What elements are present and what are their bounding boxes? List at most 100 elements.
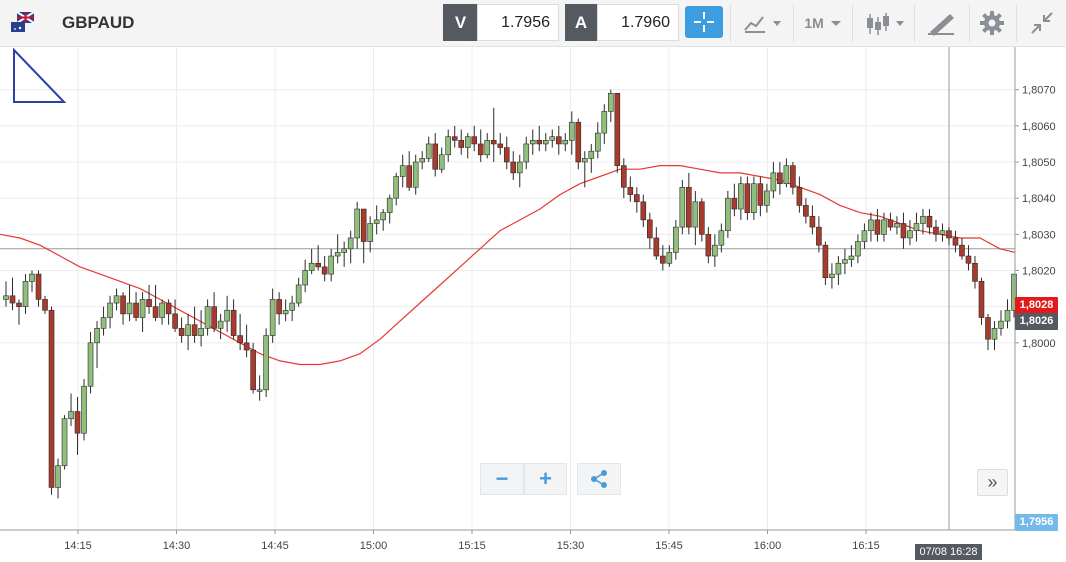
- candle-body: [289, 302, 295, 311]
- settings-button[interactable]: [972, 4, 1012, 42]
- candle-body: [842, 259, 848, 264]
- x-tick-label: 15:15: [458, 540, 486, 552]
- candle: [191, 306, 198, 343]
- triangle-drawing-tool-icon[interactable]: [13, 47, 67, 103]
- candle: [881, 212, 887, 242]
- candle-body: [178, 328, 185, 336]
- candle: [94, 321, 100, 369]
- candle-body: [686, 187, 692, 228]
- candle: [829, 263, 835, 289]
- candle: [998, 310, 1004, 336]
- candle-body: [217, 320, 224, 329]
- candle: [861, 223, 868, 249]
- x-tick-label: 16:15: [852, 540, 880, 552]
- candle: [536, 125, 543, 152]
- candle: [712, 234, 718, 267]
- candle-body: [16, 302, 22, 307]
- candle: [848, 245, 855, 267]
- candle: [621, 158, 627, 199]
- candle: [146, 284, 152, 314]
- candle-body: [1004, 309, 1011, 322]
- candle: [731, 183, 738, 217]
- candle-body: [295, 284, 302, 304]
- scroll-to-latest-button[interactable]: »: [977, 469, 1008, 496]
- candle: [907, 219, 913, 246]
- candle-body: [406, 165, 413, 188]
- indicators-button[interactable]: [737, 4, 789, 42]
- candle: [458, 129, 465, 155]
- candle: [568, 111, 575, 155]
- candle: [432, 133, 439, 177]
- gear-icon: [980, 11, 1004, 35]
- bid-price[interactable]: 1.7956: [477, 4, 559, 41]
- toolbar-separator: [914, 4, 915, 42]
- candle: [842, 248, 848, 275]
- candle-body: [172, 313, 178, 329]
- candle: [185, 313, 191, 351]
- candle-body: [256, 389, 263, 392]
- double-chevron-right-icon: »: [987, 472, 998, 492]
- candle-body: [952, 237, 959, 246]
- candle-body: [926, 215, 933, 228]
- candle-body: [347, 237, 354, 250]
- bid-label[interactable]: V: [443, 4, 478, 41]
- candle: [81, 378, 87, 441]
- candle-body: [497, 143, 504, 148]
- candle: [159, 299, 165, 325]
- candle-body: [302, 270, 308, 286]
- candle-body: [399, 165, 406, 177]
- candle: [139, 292, 146, 332]
- candle: [445, 129, 452, 163]
- candle: [764, 183, 770, 213]
- candle-body: [159, 302, 165, 318]
- crosshair-button[interactable]: [685, 6, 723, 38]
- candle-body: [725, 197, 731, 232]
- ask-price[interactable]: 1.7960: [597, 4, 679, 41]
- candle: [133, 292, 139, 322]
- candle: [679, 180, 686, 235]
- candle: [926, 209, 933, 235]
- candle: [946, 227, 952, 246]
- candle: [965, 245, 972, 271]
- candle: [991, 321, 998, 351]
- timeframe-button[interactable]: 1M: [798, 4, 848, 42]
- candle: [933, 219, 939, 242]
- candle-body: [939, 230, 946, 235]
- moving-average-price-tag: 1,8028: [1015, 297, 1058, 314]
- candle: [770, 162, 777, 199]
- candle: [276, 292, 282, 325]
- ask-label[interactable]: A: [565, 4, 597, 41]
- candle-body: [139, 299, 146, 318]
- candle-body: [510, 161, 517, 174]
- share-button[interactable]: [577, 463, 621, 495]
- moving-average-line: [0, 164, 1016, 366]
- candle: [744, 176, 751, 220]
- candle-body: [100, 317, 107, 329]
- candle: [341, 241, 347, 267]
- candle-body: [22, 281, 29, 307]
- candle-body: [770, 172, 777, 192]
- candle: [204, 299, 211, 336]
- chart-type-button[interactable]: [858, 4, 910, 42]
- candle-body: [712, 244, 718, 257]
- candle: [523, 136, 530, 170]
- y-tick-label: 1,8060: [1022, 121, 1056, 133]
- candle: [393, 172, 399, 206]
- candle-body: [3, 295, 9, 300]
- zoom-out-button[interactable]: −: [480, 463, 524, 495]
- candle-body: [490, 140, 497, 145]
- candle-body: [673, 226, 679, 253]
- chevron-down-icon: [830, 21, 841, 27]
- zoom-in-button[interactable]: +: [524, 463, 567, 495]
- candle: [575, 118, 582, 170]
- collapse-button[interactable]: [1022, 4, 1062, 42]
- candle: [367, 216, 373, 253]
- candle-body: [900, 223, 907, 239]
- price-chart[interactable]: 1,80001,80101,80201,80301,80401,80501,80…: [0, 47, 1066, 562]
- candle-body: [211, 306, 217, 329]
- candle-body: [250, 349, 256, 391]
- drawing-tools-button[interactable]: [918, 4, 966, 42]
- candle: [705, 227, 712, 264]
- share-icon: [591, 470, 607, 488]
- candle-body: [282, 309, 289, 315]
